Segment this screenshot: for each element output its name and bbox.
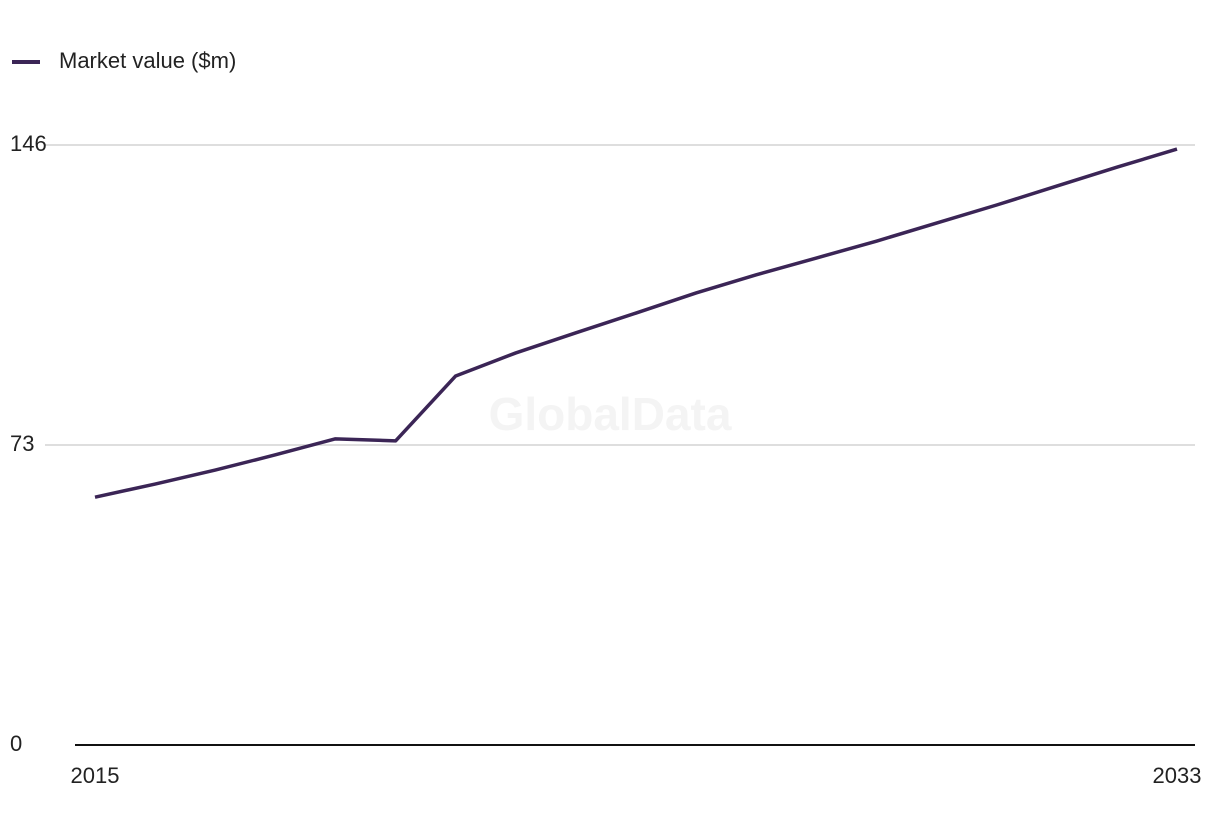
y-tick-label: 73 — [10, 431, 34, 456]
y-tick-label: 0 — [10, 731, 22, 756]
legend-label: Market value ($m) — [59, 48, 236, 73]
watermark: GlobalData — [489, 388, 732, 440]
x-tick-label: 2033 — [1153, 763, 1202, 788]
x-tick-label: 2015 — [71, 763, 120, 788]
line-series — [94, 147, 1178, 499]
y-tick-label: 146 — [10, 131, 47, 156]
